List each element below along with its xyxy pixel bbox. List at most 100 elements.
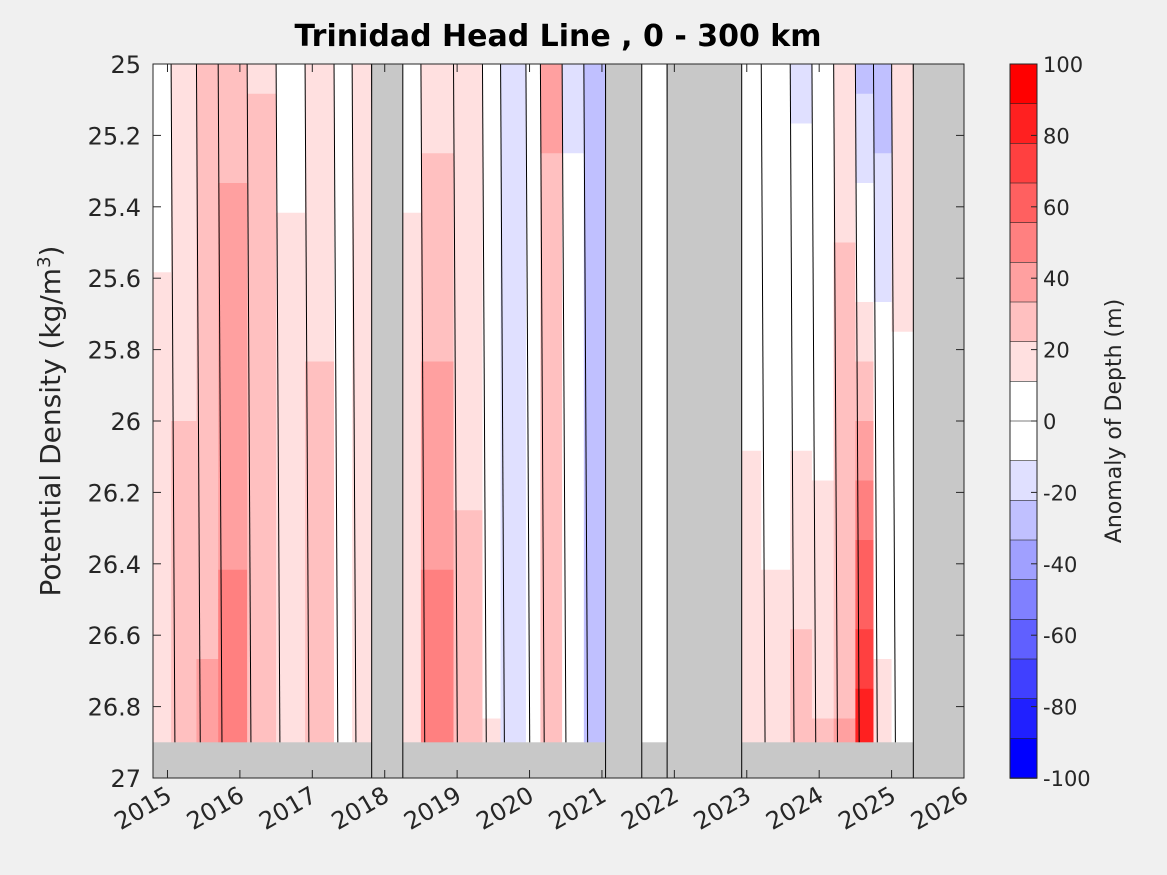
anomaly-cell — [525, 510, 541, 541]
anomaly-cell — [525, 153, 541, 184]
anomaly-cell — [540, 629, 563, 660]
anomaly-cell — [525, 629, 541, 660]
anomaly-cell — [583, 688, 607, 719]
anomaly-cell — [562, 64, 585, 95]
anomaly-cell — [891, 421, 914, 452]
anomaly-cell — [453, 450, 483, 481]
anomaly-cell — [811, 569, 835, 600]
anomaly-cell — [482, 599, 502, 630]
anomaly-cell — [562, 510, 585, 541]
anomaly-cell — [833, 93, 856, 124]
anomaly-cell — [153, 421, 172, 452]
anomaly-cell — [811, 659, 835, 690]
anomaly-cell — [790, 391, 813, 422]
anomaly-cell — [153, 212, 172, 243]
anomaly-cell — [305, 688, 335, 719]
anomaly-cell — [790, 272, 813, 303]
anomaly-cell — [305, 272, 335, 303]
anomaly-cell — [482, 272, 502, 303]
anomaly-cell — [247, 569, 277, 600]
anomaly-cell — [741, 629, 762, 660]
anomaly-cell — [761, 93, 791, 124]
anomaly-cell — [305, 659, 335, 690]
anomaly-cell — [276, 331, 306, 362]
anomaly-cell — [500, 421, 527, 452]
anomaly-cell — [276, 450, 306, 481]
anomaly-cell — [891, 480, 914, 511]
anomaly-cell — [305, 242, 335, 273]
anomaly-cell — [833, 361, 856, 392]
anomaly-cell — [276, 153, 306, 184]
anomaly-cell — [540, 510, 563, 541]
y-axis-label-superscript: 3 — [34, 256, 55, 267]
anomaly-cell — [453, 391, 483, 422]
colorbar-level — [1009, 698, 1038, 740]
anomaly-cell — [500, 212, 527, 243]
anomaly-cell — [873, 421, 893, 452]
anomaly-cell — [153, 569, 172, 600]
anomaly-cell — [741, 272, 762, 303]
anomaly-cell — [453, 272, 483, 303]
anomaly-cell — [562, 272, 585, 303]
anomaly-cell — [453, 629, 483, 660]
anomaly-cell — [873, 629, 893, 660]
anomaly-cell — [482, 688, 502, 719]
anomaly-cell — [855, 183, 874, 214]
anomaly-cell — [741, 421, 762, 452]
anomaly-cell — [402, 242, 422, 273]
anomaly-band — [525, 64, 541, 778]
anomaly-cell — [833, 183, 856, 214]
anomaly-cell — [171, 569, 197, 600]
anomaly-cell — [891, 391, 914, 422]
anomaly-cell — [855, 540, 874, 571]
anomaly-band — [402, 64, 422, 778]
anomaly-cell — [171, 688, 197, 719]
anomaly-cell — [482, 421, 502, 452]
anomaly-cell — [562, 659, 585, 690]
anomaly-cell — [402, 421, 422, 452]
anomaly-cell — [218, 153, 248, 184]
no-data-gap — [371, 64, 404, 778]
anomaly-cell — [334, 718, 353, 749]
anomaly-cell — [196, 64, 219, 95]
anomaly-cell — [305, 212, 335, 243]
y-axis-label-text: Potential Density (kg/m — [34, 268, 67, 597]
contour-line — [872, 64, 878, 778]
anomaly-cell — [276, 569, 306, 600]
anomaly-cell — [891, 450, 914, 481]
anomaly-cell — [352, 599, 373, 630]
anomaly-cell — [790, 64, 813, 95]
anomaly-cell — [352, 421, 373, 452]
anomaly-cell — [540, 718, 563, 749]
anomaly-cell — [247, 510, 277, 541]
contour-line — [333, 64, 339, 778]
anomaly-cell — [305, 599, 335, 630]
anomaly-cell — [402, 540, 422, 571]
anomaly-cell — [583, 212, 607, 243]
anomaly-cell — [741, 391, 762, 422]
anomaly-cell — [171, 450, 197, 481]
anomaly-cell — [811, 272, 835, 303]
anomaly-cell — [352, 718, 373, 749]
anomaly-cell — [247, 153, 277, 184]
anomaly-cell — [247, 450, 277, 481]
anomaly-band — [334, 64, 353, 778]
anomaly-cell — [352, 361, 373, 392]
colorbar-tick-label: -60 — [1043, 624, 1077, 648]
anomaly-band — [873, 64, 893, 778]
anomaly-cell — [247, 599, 277, 630]
anomaly-cell — [891, 629, 914, 660]
anomaly-cell — [790, 123, 813, 154]
anomaly-cell — [453, 569, 483, 600]
y-axis: 25 25.2 25.4 25.6 25.8 26 26.2 26.4 26.6 26.8 27 — [88, 51, 964, 793]
anomaly-cell — [833, 688, 856, 719]
anomaly-cell — [218, 510, 248, 541]
anomaly-cell — [525, 569, 541, 600]
anomaly-cell — [247, 302, 277, 333]
anomaly-cell — [500, 153, 527, 184]
anomaly-cell — [641, 212, 668, 243]
anomaly-cell — [171, 123, 197, 154]
anomaly-cell — [583, 480, 607, 511]
anomaly-cell — [276, 272, 306, 303]
anomaly-cell — [171, 629, 197, 660]
